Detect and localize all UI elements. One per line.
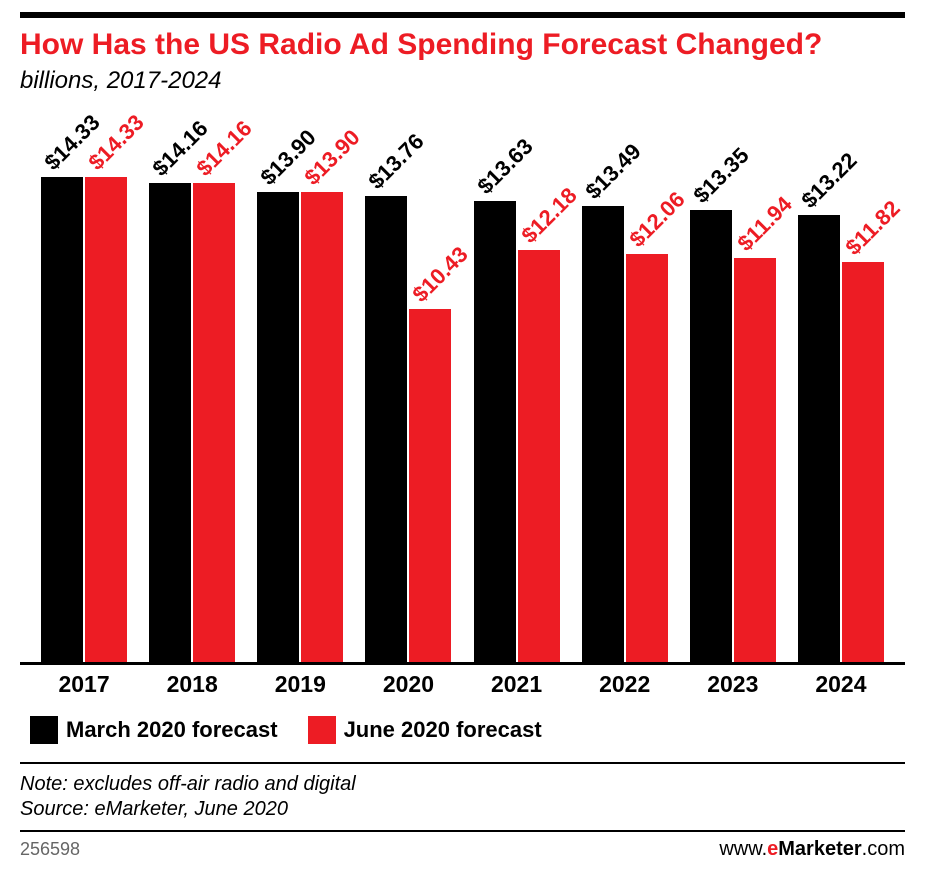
year-label: 2020 <box>354 671 462 698</box>
bar-label-march: $13.22 <box>796 147 862 213</box>
bar-groups: $14.33$14.33$14.16$14.16$13.90$13.90$13.… <box>20 155 905 662</box>
note-text: Note: excludes off-air radio and digital <box>20 772 905 797</box>
bar-march: $13.90 <box>257 192 299 662</box>
bar-june: $11.94 <box>734 258 776 662</box>
bar-june: $14.16 <box>193 183 235 662</box>
chart-subtitle: billions, 2017-2024 <box>20 67 905 95</box>
source-text: Source: eMarketer, June 2020 <box>20 797 905 822</box>
year-label: 2022 <box>571 671 679 698</box>
legend-swatch <box>30 716 58 744</box>
bar-group: $13.35$11.94 <box>679 155 787 662</box>
footer: 256598 www.eMarketer.com <box>20 838 905 861</box>
bar-group: $13.90$13.90 <box>246 155 354 662</box>
brand-rest: Marketer <box>778 838 861 860</box>
bar-march: $13.76 <box>365 196 407 661</box>
year-label: 2017 <box>30 671 138 698</box>
bar-march: $13.22 <box>798 215 840 662</box>
bar-group: $14.33$14.33 <box>30 155 138 662</box>
bar-june: $12.18 <box>518 250 560 662</box>
bar-label-march: $13.76 <box>364 129 430 195</box>
year-label: 2021 <box>463 671 571 698</box>
bar-label-june: $11.82 <box>840 195 905 260</box>
bar-group: $14.16$14.16 <box>138 155 246 662</box>
top-rule <box>20 12 905 18</box>
bar-march: $13.35 <box>690 210 732 661</box>
bar-label-march: $13.49 <box>580 138 646 204</box>
bar-june: $10.43 <box>409 309 451 662</box>
bar-june: $14.33 <box>85 177 127 661</box>
brand-e: e <box>767 838 778 860</box>
year-label: 2024 <box>787 671 895 698</box>
legend-swatch <box>308 716 336 744</box>
chart-area: $14.33$14.33$14.16$14.16$13.90$13.90$13.… <box>20 155 905 665</box>
brand-suffix: .com <box>862 838 905 860</box>
year-labels: 20172018201920202021202220232024 <box>20 671 905 698</box>
legend: March 2020 forecast June 2020 forecast <box>20 716 905 744</box>
bottom-rule <box>20 830 905 832</box>
brand-prefix: www. <box>719 838 767 860</box>
bar-june: $11.82 <box>842 262 884 662</box>
legend-item: June 2020 forecast <box>308 716 542 744</box>
brand-url: www.eMarketer.com <box>719 838 905 861</box>
bar-group: $13.76$10.43 <box>354 155 462 662</box>
bar-march: $13.49 <box>582 206 624 662</box>
mid-rule <box>20 762 905 764</box>
bar-march: $14.16 <box>149 183 191 662</box>
bar-group: $13.22$11.82 <box>787 155 895 662</box>
bar-june: $13.90 <box>301 192 343 662</box>
legend-label: June 2020 forecast <box>344 717 542 743</box>
bar-label-march: $13.35 <box>688 143 754 209</box>
bar-group: $13.63$12.18 <box>463 155 571 662</box>
legend-item: March 2020 forecast <box>30 716 278 744</box>
chart-title: How Has the US Radio Ad Spending Forecas… <box>20 28 905 63</box>
legend-label: March 2020 forecast <box>66 717 278 743</box>
bar-group: $13.49$12.06 <box>571 155 679 662</box>
bar-june: $12.06 <box>626 254 668 662</box>
year-label: 2023 <box>679 671 787 698</box>
bar-march: $13.63 <box>474 201 516 662</box>
bar-march: $14.33 <box>41 177 83 661</box>
year-label: 2019 <box>246 671 354 698</box>
chart-id: 256598 <box>20 839 80 860</box>
bar-label-march: $13.63 <box>472 133 538 199</box>
chart-container: How Has the US Radio Ad Spending Forecas… <box>20 12 905 861</box>
year-label: 2018 <box>138 671 246 698</box>
